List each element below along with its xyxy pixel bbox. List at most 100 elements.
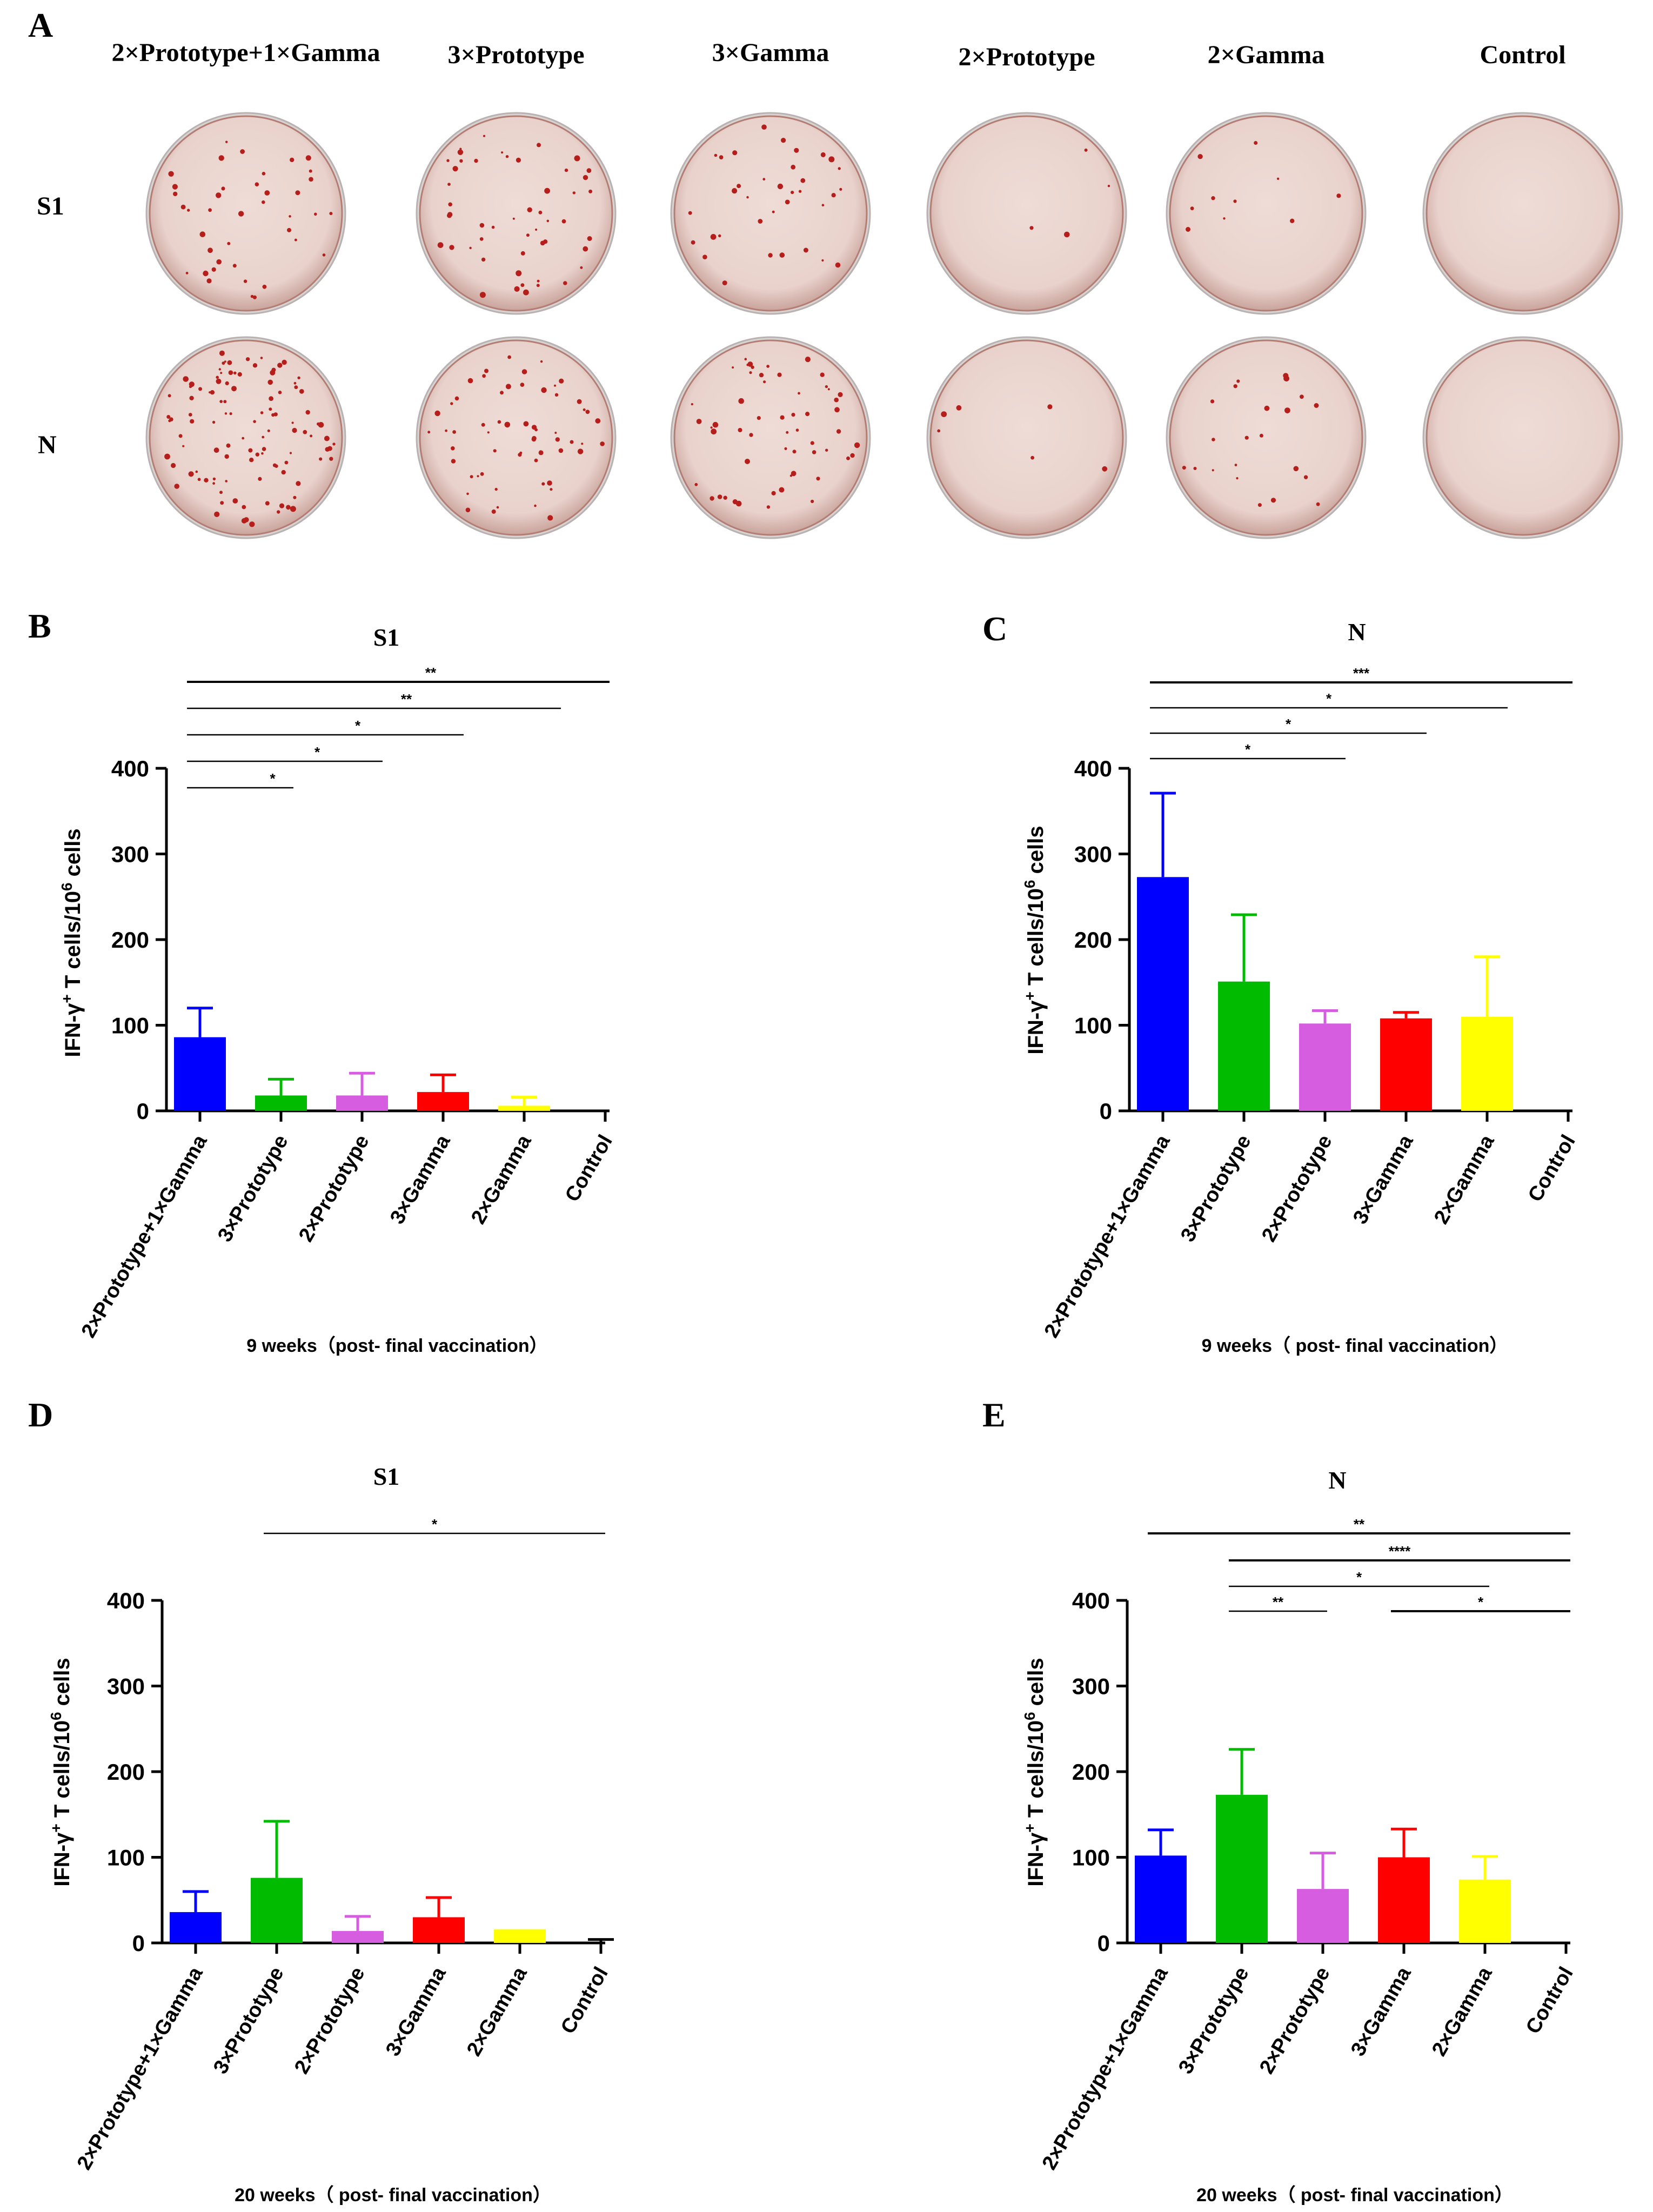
elispot-spot [227,242,231,245]
elispot-spot [296,481,301,486]
elispot-spot [541,482,545,486]
elispot-spot [253,420,256,423]
panel-letter: D [28,1396,53,1434]
elispot-spot [241,518,247,524]
elispot-spot [248,448,253,453]
elispot-spot [447,183,451,186]
y-axis-label: IFN-γ+ T cells/106 cells [58,828,85,1057]
elispot-spot [586,168,592,173]
elispot-spot [781,138,786,143]
elispot-spot [188,413,192,417]
elispot-spot [688,211,692,215]
elispot-spot [531,437,537,442]
elispot-spot [329,212,333,216]
elispot-spot [293,495,297,499]
elispot-spot [487,431,490,434]
x-tick-label: 3×Prototype [213,1131,293,1246]
elispot-spot [518,453,522,457]
y-axis-label: IFN-γ+ T cells/106 cells [1021,826,1048,1054]
elispot-spot [216,376,219,379]
elispot-spot [759,373,764,378]
elispot-spot [1107,185,1110,187]
elispot-spot [520,251,525,256]
elispot-spot [168,394,171,398]
x-tick-label: 3×Gamma [1349,1131,1418,1228]
elispot-spot [491,225,495,229]
elispot-spot [305,155,311,161]
elispot-spot [469,246,472,250]
bar [336,1095,388,1111]
elispot-spot [267,379,273,385]
x-tick-label: 2×Gamma [1430,1131,1499,1228]
y-tick-label: 400 [1072,1588,1110,1613]
elispot-spot [500,391,504,395]
elispot-spot [521,369,527,374]
elispot-spot [225,140,228,143]
y-axis-label-part: 6 [58,882,75,891]
elispot-spot [561,219,566,224]
elispot-spot [714,153,718,157]
significance-label: * [270,770,276,787]
elispot-spot [1316,502,1320,506]
elispot-spot [174,484,180,489]
y-tick-label: 200 [1074,927,1112,953]
elispot-spot [537,143,541,148]
bar [1380,1018,1432,1111]
elispot-spot [794,148,799,153]
elispot-spot [520,383,525,387]
elispot-spot [1030,455,1034,460]
bar [1378,1857,1430,1943]
elispot-spot [437,242,444,248]
elispot-spot [711,428,717,435]
elispot-spot [538,210,543,215]
elispot-spot [258,477,262,481]
y-axis-label-part: cells [1024,1658,1048,1712]
x-tick-label: 2×Gamma [1428,1963,1497,2060]
elispot-spot [178,434,183,438]
elispot-spot [1193,467,1197,470]
x-tick-label: 3×Gamma [1347,1963,1416,2060]
elispot-spot [694,482,698,486]
elispot-spot [318,422,324,428]
elispot-spot [180,204,186,210]
elispot-spot [220,372,223,374]
y-axis-label-part: + [48,1824,64,1832]
elispot-spot [1303,475,1308,479]
x-axis-label: 20 weeks（ post- final vaccination） [235,2184,551,2206]
y-axis-label-part: IFN-γ [1024,1832,1048,1887]
elispot-spot [261,452,264,455]
elispot-spot [260,411,264,414]
elispot-spot [820,372,825,377]
elispot-spot [722,280,727,286]
y-tick-label: 0 [132,1931,145,1956]
elispot-spot [273,412,278,417]
elispot-spot [1284,407,1290,413]
elispot-spot [491,509,496,514]
elispot-spot [249,458,254,462]
y-axis-label-part: IFN-γ [50,1832,74,1887]
y-axis-label-part: 6 [1021,880,1038,888]
elispot-spot [269,407,272,411]
y-axis-label: IFN-γ+ T cells/106 cells [48,1658,75,1886]
elispot-spot [448,202,452,207]
elispot-spot [710,496,714,501]
elispot-dish [1426,339,1620,536]
elispot-spot [712,421,719,428]
panel-letter: B [28,607,51,645]
elispot-spot [451,459,456,464]
elispot-spot [278,391,282,394]
elispot-spot [208,247,213,253]
elispot-spot [309,177,313,182]
elispot-spot [791,413,795,417]
elispot-spot [249,521,255,527]
elispot-spot [1223,217,1226,220]
elispot-spot [577,399,582,404]
elispot-spot [290,506,296,512]
elispot-spot [738,398,744,404]
elispot-spot [252,295,257,299]
elispot-spot [267,429,270,432]
elispot-spot [559,378,564,384]
elispot-spot [225,480,228,482]
elispot-spot [534,428,538,432]
